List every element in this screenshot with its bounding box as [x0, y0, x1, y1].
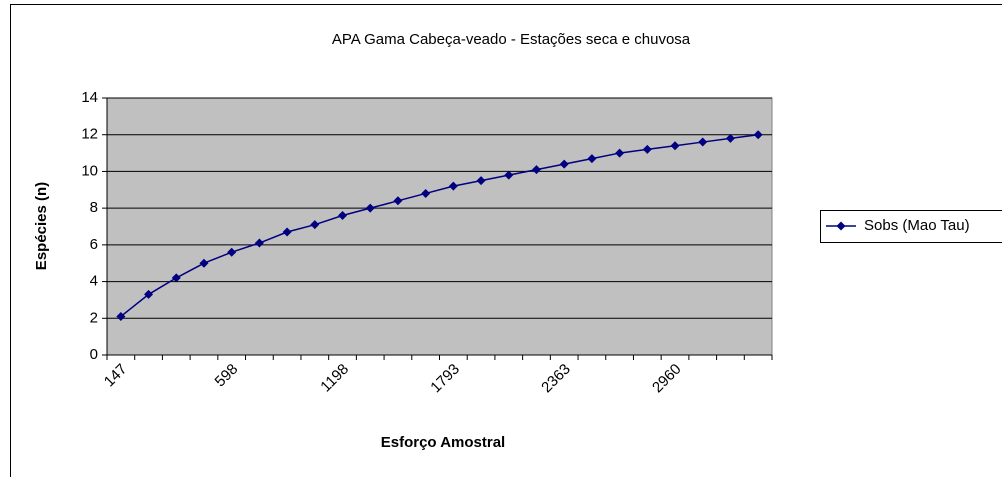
- data-point: [448, 181, 458, 191]
- data-point: [559, 159, 569, 169]
- data-point: [753, 130, 763, 140]
- y-tick-label: 14: [81, 89, 98, 106]
- data-point: [365, 203, 375, 213]
- data-point: [254, 238, 264, 248]
- y-tick-label: 0: [90, 346, 98, 363]
- chart-title: APA Gama Cabeça-veado - Estações seca e …: [332, 31, 691, 48]
- data-point: [725, 133, 735, 143]
- data-point: [642, 144, 652, 154]
- data-point: [587, 154, 597, 164]
- data-point: [199, 258, 209, 268]
- legend: Sobs (Mao Tau): [820, 210, 1002, 243]
- data-point: [310, 220, 320, 230]
- data-point: [670, 141, 680, 151]
- y-axis-label: Espécies (n): [33, 182, 50, 270]
- data-point: [615, 148, 625, 158]
- data-point: [227, 247, 237, 257]
- data-point: [144, 289, 154, 299]
- series-line: [120, 133, 759, 318]
- y-tick-label: 4: [90, 273, 98, 290]
- data-point: [504, 170, 514, 180]
- y-tick-label: 10: [81, 162, 98, 179]
- legend-marker: [836, 221, 846, 231]
- data-point: [116, 311, 126, 321]
- data-point: [698, 137, 708, 147]
- y-tick-label: 2: [90, 309, 98, 326]
- y-tick-label: 6: [90, 236, 98, 253]
- data-point: [338, 210, 348, 220]
- data-point: [421, 188, 431, 198]
- legend-label: Sobs (Mao Tau): [864, 217, 970, 234]
- y-tick-label: 8: [90, 199, 98, 216]
- data-point: [393, 196, 403, 206]
- data-point: [282, 227, 292, 237]
- x-axis-label: Esforço Amostral: [381, 434, 505, 451]
- data-point: [531, 165, 541, 175]
- plot-area: [106, 97, 773, 356]
- data-point: [476, 176, 486, 186]
- y-tick-label: 12: [81, 126, 98, 143]
- data-point: [171, 273, 181, 283]
